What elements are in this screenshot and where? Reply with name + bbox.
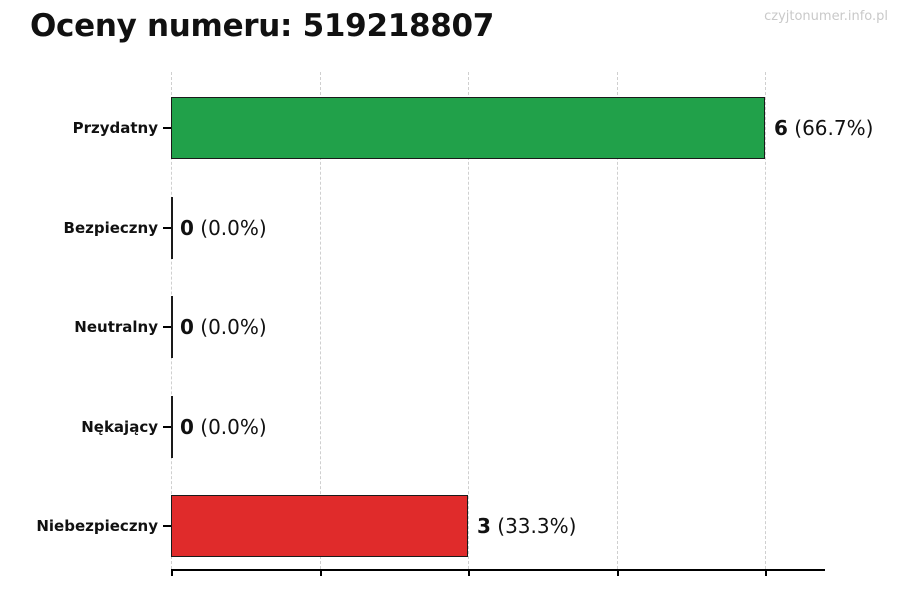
bar-value-percent: (33.3%) xyxy=(490,514,577,538)
bar-value-count: 0 xyxy=(180,415,194,439)
category-label-1: Przydatny xyxy=(72,119,158,137)
x-axis-tick xyxy=(765,569,767,576)
category-label-4: Nękający xyxy=(81,418,158,436)
x-axis-tick xyxy=(319,569,322,576)
bar-value-count: 3 xyxy=(477,514,491,538)
x-axis-line xyxy=(171,569,825,571)
bar-value-percent: (0.0%) xyxy=(193,216,267,240)
gridline xyxy=(468,72,469,569)
bar-value-label-3: 0 (0.0%) xyxy=(180,315,267,339)
y-axis-tick xyxy=(163,326,171,328)
bar-value-label-1: 6 (66.7%) xyxy=(774,116,873,140)
bar-3[interactable] xyxy=(171,296,173,358)
bar-value-percent: (0.0%) xyxy=(193,415,267,439)
category-label-5: Niebezpieczny xyxy=(36,517,158,535)
bar-2[interactable] xyxy=(171,197,173,259)
x-axis-tick xyxy=(468,569,470,576)
y-axis-tick xyxy=(163,525,171,527)
bar-value-label-4: 0 (0.0%) xyxy=(180,415,267,439)
site-watermark: czyjtonumer.info.pl xyxy=(764,9,888,24)
category-label-2: Bezpieczny xyxy=(63,219,158,237)
x-axis-tick xyxy=(171,569,173,576)
bar-value-percent: (66.7%) xyxy=(787,116,874,140)
bar-value-label-5: 3 (33.3%) xyxy=(477,514,576,538)
gridline xyxy=(616,72,618,569)
bar-value-percent: (0.0%) xyxy=(193,315,267,339)
bar-1[interactable] xyxy=(171,97,765,159)
bar-value-count: 0 xyxy=(180,315,194,339)
page-title: Oceny numeru: 519218807 xyxy=(30,8,495,44)
bar-value-count: 0 xyxy=(180,216,194,240)
category-label-3: Neutralny xyxy=(74,318,158,336)
y-axis-tick xyxy=(163,426,171,428)
bar-value-label-2: 0 (0.0%) xyxy=(180,216,267,240)
bar-value-count: 6 xyxy=(774,116,788,140)
bar-5[interactable] xyxy=(171,495,468,557)
bar-4[interactable] xyxy=(171,396,173,458)
y-axis-tick xyxy=(163,227,171,229)
gridline xyxy=(765,72,766,569)
y-axis-tick xyxy=(163,127,171,129)
x-axis-tick xyxy=(616,569,619,576)
gridline xyxy=(319,72,321,569)
